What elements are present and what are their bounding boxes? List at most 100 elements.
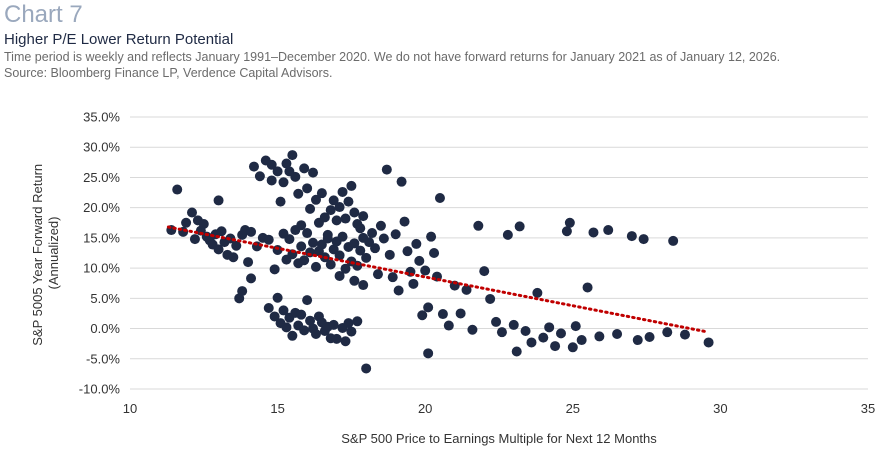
chart-subtitle: Time period is weekly and reflects Janua… (4, 50, 781, 64)
data-point (402, 246, 413, 257)
data-point (473, 220, 484, 231)
data-point (281, 158, 292, 169)
y-axis-label-line-2: (Annualized) (46, 217, 61, 290)
x-tick-label: 15 (270, 401, 284, 416)
data-point (588, 227, 599, 238)
data-point (340, 263, 351, 274)
data-point (393, 285, 404, 296)
data-point (526, 337, 537, 348)
data-point (626, 231, 637, 242)
y-tick-label: -10.0% (79, 382, 121, 397)
chart-source: Source: Bloomberg Finance LP, Verdence C… (4, 66, 333, 80)
data-point (375, 220, 386, 231)
data-point (679, 329, 690, 340)
data-point (455, 308, 466, 319)
data-point (603, 225, 614, 236)
data-point (293, 188, 304, 199)
data-point (237, 286, 248, 297)
data-point (555, 328, 566, 339)
data-point (532, 287, 543, 298)
data-point (272, 292, 283, 303)
data-point (423, 302, 434, 313)
data-point (272, 166, 283, 177)
y-tick-label: 30.0% (83, 140, 120, 155)
y-tick-label: 35.0% (83, 110, 120, 125)
data-point (296, 220, 307, 231)
data-point (411, 238, 422, 249)
y-axis-ticks: -10.0% -5.0% 0.0% 5.0% 10.0% 15.0% 20.0% 25.0% 3… (79, 110, 121, 397)
data-point (508, 319, 519, 330)
data-point (281, 322, 292, 333)
data-point (296, 241, 307, 252)
data-point (361, 252, 372, 263)
data-point (310, 328, 321, 339)
data-point (340, 213, 351, 224)
chart-number: Chart 7 (4, 1, 83, 28)
data-point (263, 303, 274, 314)
x-tick-label: 20 (418, 401, 432, 416)
data-point (181, 217, 192, 228)
data-point (302, 295, 313, 306)
y-tick-label: 10.0% (83, 261, 120, 276)
data-point (299, 163, 310, 174)
y-tick-label: 20.0% (83, 200, 120, 215)
data-point (349, 207, 360, 218)
data-point (343, 318, 354, 329)
data-point (337, 186, 348, 197)
data-point (248, 161, 259, 172)
data-point (485, 293, 496, 304)
chart-header: Chart 7 Higher P/E Lower Return Potentia… (4, 0, 884, 81)
data-point (703, 337, 714, 348)
data-point (496, 327, 507, 338)
data-point (246, 273, 257, 284)
data-point (308, 237, 319, 248)
data-point (287, 150, 298, 161)
data-point (491, 316, 502, 327)
data-point (372, 269, 383, 280)
data-point (378, 233, 389, 244)
data-point (310, 194, 321, 205)
data-points (166, 150, 714, 374)
data-point (544, 322, 555, 333)
data-point (254, 171, 265, 182)
data-point (461, 284, 472, 295)
data-point (381, 164, 392, 175)
data-point (325, 205, 336, 216)
data-point (284, 234, 295, 245)
data-point (305, 203, 316, 214)
data-point (296, 309, 307, 320)
data-point (305, 315, 316, 326)
data-point (308, 167, 319, 178)
data-point (331, 333, 342, 344)
trendline-group (166, 225, 708, 334)
data-point (414, 255, 425, 266)
data-point (275, 196, 286, 207)
data-point (231, 240, 242, 251)
data-point (355, 245, 366, 256)
x-tick-label: 35 (861, 401, 875, 416)
data-point (594, 331, 605, 342)
y-tick-label: 0.0% (90, 321, 120, 336)
data-point (420, 265, 431, 276)
data-point (328, 319, 339, 330)
data-point (331, 215, 342, 226)
data-point (172, 184, 183, 195)
data-point (334, 202, 345, 213)
data-point (213, 244, 224, 255)
data-point (322, 233, 333, 244)
data-point (408, 278, 419, 289)
data-point (316, 188, 327, 199)
data-point (228, 252, 239, 263)
data-point (358, 280, 369, 291)
data-point (328, 195, 339, 206)
data-point (567, 342, 578, 353)
data-point (340, 336, 351, 347)
data-point (355, 223, 366, 234)
data-point (387, 272, 398, 283)
data-point (564, 217, 575, 228)
data-point (367, 228, 378, 239)
data-point (287, 330, 298, 341)
data-point (632, 335, 643, 346)
data-point (269, 264, 280, 275)
